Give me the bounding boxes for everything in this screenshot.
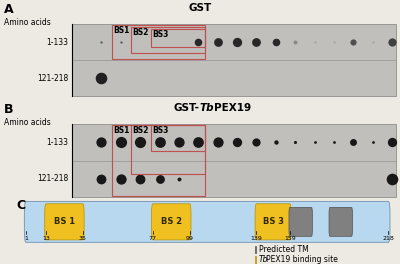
- FancyBboxPatch shape: [152, 204, 191, 240]
- Text: BS2: BS2: [132, 28, 149, 37]
- Text: 1: 1: [24, 236, 28, 241]
- Text: 218: 218: [382, 236, 394, 241]
- Text: B: B: [4, 103, 14, 116]
- FancyBboxPatch shape: [45, 204, 84, 240]
- Text: BS2: BS2: [132, 126, 149, 135]
- Text: Tb: Tb: [259, 255, 268, 264]
- Text: BS 1: BS 1: [54, 217, 75, 226]
- Text: BS1: BS1: [113, 26, 130, 35]
- FancyBboxPatch shape: [24, 201, 390, 242]
- Text: PEX19: PEX19: [214, 103, 251, 113]
- Text: Predicted TM: Predicted TM: [259, 245, 309, 254]
- Text: 13: 13: [42, 236, 50, 241]
- Text: 35: 35: [79, 236, 87, 241]
- Text: BS1: BS1: [113, 126, 130, 135]
- Text: 99: 99: [186, 236, 194, 241]
- Text: 121-218: 121-218: [37, 74, 68, 83]
- Text: Amino acids: Amino acids: [4, 118, 51, 127]
- Text: 1-133: 1-133: [46, 38, 68, 47]
- Text: Amino acids: Amino acids: [4, 18, 51, 27]
- FancyBboxPatch shape: [329, 208, 352, 236]
- FancyBboxPatch shape: [289, 208, 312, 236]
- Text: BS3: BS3: [152, 30, 168, 39]
- Text: GST: GST: [188, 3, 212, 13]
- FancyBboxPatch shape: [255, 204, 291, 240]
- Bar: [255, 256, 256, 264]
- Text: BS 2: BS 2: [161, 217, 182, 226]
- Text: 1-133: 1-133: [46, 138, 68, 147]
- Text: 77: 77: [149, 236, 157, 241]
- Text: C: C: [16, 199, 25, 212]
- Text: 159: 159: [284, 236, 296, 241]
- Bar: [255, 246, 256, 253]
- Text: BS3: BS3: [152, 126, 168, 135]
- Text: 139: 139: [250, 236, 262, 241]
- Text: BS 3: BS 3: [263, 217, 284, 226]
- Text: GST-: GST-: [174, 103, 200, 113]
- Text: Tb: Tb: [200, 103, 214, 113]
- Text: 121-218: 121-218: [37, 174, 68, 183]
- Text: PEX19 binding site: PEX19 binding site: [266, 255, 338, 264]
- Text: A: A: [4, 3, 14, 16]
